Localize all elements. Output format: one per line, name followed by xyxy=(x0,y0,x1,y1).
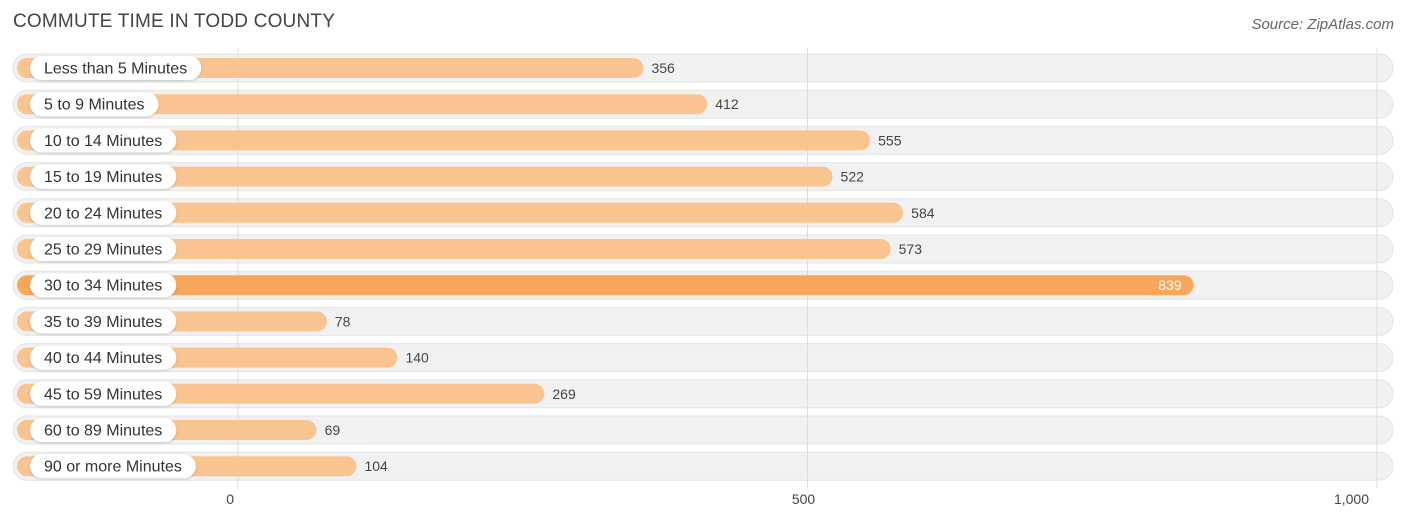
gridlines xyxy=(237,48,1378,488)
category-pill xyxy=(30,381,177,406)
category-label: 45 to 59 Minutes xyxy=(44,386,162,403)
category-label: Less than 5 Minutes xyxy=(44,61,187,78)
bars: Less than 5 Minutes 356 5 to 9 Minutes 412 1… xyxy=(17,56,1194,479)
row-track xyxy=(12,415,1394,445)
bar xyxy=(17,275,1194,296)
category-pill xyxy=(30,200,177,225)
source-label: Source: ZipAtlas.com xyxy=(1251,16,1394,33)
category-label: 10 to 14 Minutes xyxy=(44,133,162,150)
bar xyxy=(17,202,904,223)
bar xyxy=(17,94,708,115)
category-pill xyxy=(30,56,202,80)
category-pill xyxy=(30,128,177,153)
category-label: 60 to 89 Minutes xyxy=(44,423,162,440)
x-tick-label: 500 xyxy=(792,491,816,507)
x-tick-label: 0 xyxy=(226,491,234,507)
value-label: 69 xyxy=(325,422,341,438)
category-label: 20 to 24 Minutes xyxy=(44,205,162,222)
x-axis-ticks: 0 500 1,000 xyxy=(226,491,1369,507)
value-label: 356 xyxy=(651,60,675,76)
category-pill xyxy=(30,454,196,479)
category-label: 30 to 34 Minutes xyxy=(44,278,162,295)
category-pill xyxy=(30,273,177,298)
category-pill xyxy=(30,345,177,370)
value-label: 555 xyxy=(878,132,902,148)
category-label: 90 or more Minutes xyxy=(44,459,182,476)
bar xyxy=(17,130,871,151)
row-track xyxy=(12,451,1394,481)
value-label: 140 xyxy=(405,350,429,366)
value-label: 584 xyxy=(911,205,935,221)
value-label: 269 xyxy=(552,386,576,402)
bar xyxy=(17,239,891,259)
category-label: 40 to 44 Minutes xyxy=(44,350,162,367)
value-label: 78 xyxy=(335,313,351,329)
category-pill xyxy=(30,309,177,334)
category-pill xyxy=(30,92,159,117)
category-label: 15 to 19 Minutes xyxy=(44,169,162,186)
value-label: 412 xyxy=(715,96,739,112)
row-tracks xyxy=(12,53,1394,481)
category-pill xyxy=(30,418,177,442)
value-label: 522 xyxy=(841,169,865,185)
category-label: 35 to 39 Minutes xyxy=(44,314,162,331)
category-label: 25 to 29 Minutes xyxy=(44,242,162,259)
bar xyxy=(17,166,833,187)
category-label: 5 to 9 Minutes xyxy=(44,97,145,114)
row-track xyxy=(12,306,1394,336)
value-label: 839 xyxy=(1158,277,1182,293)
x-tick-label: 1,000 xyxy=(1334,491,1369,507)
value-label: 573 xyxy=(899,241,923,257)
value-label: 104 xyxy=(364,458,388,474)
chart-title: COMMUTE TIME IN TODD COUNTY xyxy=(13,11,336,32)
category-pill xyxy=(30,164,177,189)
category-pill xyxy=(30,237,177,261)
